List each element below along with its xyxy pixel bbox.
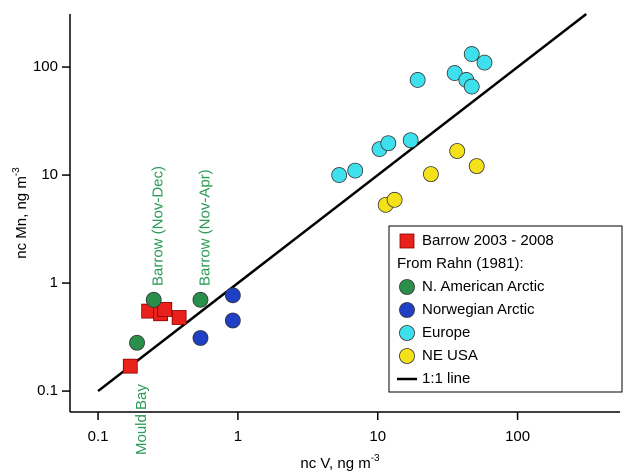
plot-area bbox=[97, 13, 588, 393]
x-tick-label: 100 bbox=[505, 428, 530, 445]
x-tick-label: 1 bbox=[234, 428, 242, 445]
x-tick-label: 0.1 bbox=[88, 428, 109, 445]
annotation: Barrow (Nov-Dec) bbox=[150, 166, 167, 286]
data-point bbox=[224, 312, 241, 329]
legend-marker bbox=[399, 279, 415, 295]
data-point bbox=[145, 291, 162, 308]
y-tick-label: 10 bbox=[41, 166, 58, 183]
data-point bbox=[386, 191, 403, 208]
data-point bbox=[449, 143, 466, 159]
data-point bbox=[157, 302, 173, 317]
y-tick-label: 0.1 bbox=[37, 382, 58, 399]
data-point bbox=[192, 291, 209, 308]
data-point bbox=[380, 135, 397, 152]
annotation: Mould Bay bbox=[133, 384, 150, 455]
legend-marker bbox=[399, 325, 415, 341]
data-point bbox=[409, 72, 426, 88]
x-axis-label: nc V, ng m-3 bbox=[300, 453, 380, 472]
legend-marker bbox=[399, 302, 415, 318]
legend-marker bbox=[399, 348, 415, 364]
data-point bbox=[224, 287, 241, 304]
annotation: Barrow (Nov-Apr) bbox=[196, 169, 213, 286]
data-point bbox=[331, 167, 348, 183]
data-point bbox=[171, 310, 187, 325]
data-point bbox=[468, 158, 485, 175]
data-point bbox=[402, 132, 419, 149]
data-point bbox=[463, 78, 480, 95]
y-axis-label: nc Mn, ng m-3 bbox=[11, 167, 30, 259]
legend-heading: From Rahn (1981): bbox=[397, 255, 524, 272]
x-tick-label: 10 bbox=[369, 428, 386, 445]
data-point bbox=[476, 54, 493, 71]
legend-label: NE USA bbox=[422, 347, 478, 364]
reference-line bbox=[97, 13, 588, 393]
y-tick-label: 100 bbox=[33, 58, 58, 75]
legend-label: Norwegian Arctic bbox=[422, 301, 535, 318]
legend-label: Barrow 2003 - 2008 bbox=[422, 232, 554, 249]
legend-marker bbox=[399, 233, 415, 249]
legend: Barrow 2003 - 2008 From Rahn (1981): N. Am… bbox=[388, 225, 623, 393]
data-point bbox=[423, 166, 439, 183]
data-point bbox=[463, 46, 480, 62]
data-point bbox=[129, 334, 145, 351]
data-point bbox=[192, 330, 209, 346]
legend-box bbox=[388, 225, 623, 393]
data-point bbox=[446, 65, 463, 81]
y-tick-label: 1 bbox=[50, 274, 58, 291]
legend-label: Europe bbox=[422, 324, 470, 341]
legend-label: 1:1 line bbox=[422, 370, 470, 387]
legend-label: N. American Arctic bbox=[422, 278, 545, 295]
data-point bbox=[122, 358, 138, 374]
data-point bbox=[347, 162, 364, 179]
